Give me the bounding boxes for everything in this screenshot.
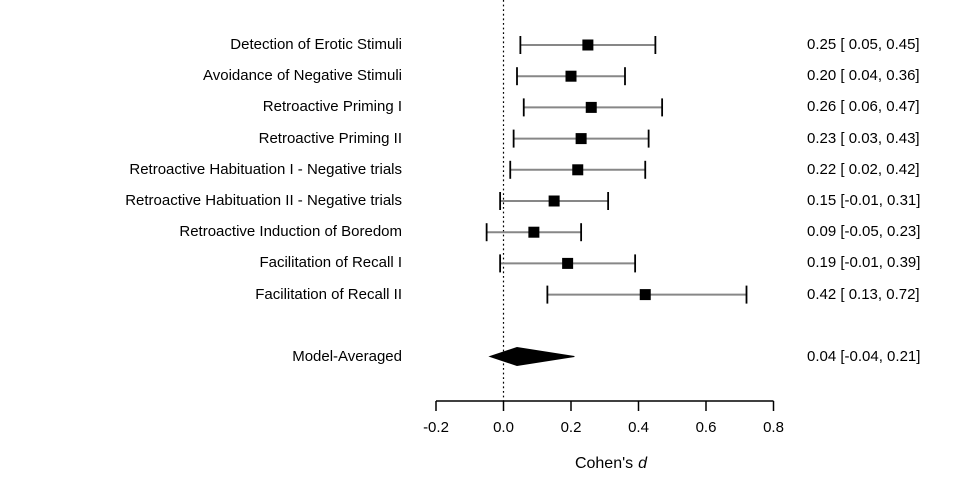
study-annotation: 0.26 [ 0.06, 0.47] [807,98,920,116]
x-axis-title-variable: d [638,455,648,472]
study-annotation: 0.15 [-0.01, 0.31] [807,192,921,209]
effect-size-marker [572,164,584,176]
x-axis-tick-label: 0.2 [560,419,582,436]
summary-label: Model-Averaged [292,347,402,365]
study-label: Avoidance of Negative Stimuli [203,67,402,85]
study-label: Detection of Erotic Stimuli [230,36,402,53]
study-annotation: 0.42 [ 0.13, 0.72] [807,285,920,303]
effect-size-marker [562,257,574,269]
study-annotation: 0.09 [-0.05, 0.23] [807,223,921,241]
study-annotation: 0.22 [ 0.02, 0.42] [807,160,920,178]
study-label: Facilitation of Recall II [255,285,402,303]
study-annotation: 0.20 [ 0.04, 0.36] [807,67,920,85]
study-label: Retroactive Induction of Boredom [179,223,402,241]
effect-size-marker [585,101,597,113]
x-axis-tick-label: 0.4 [628,419,649,436]
study-label: Retroactive Priming I [262,98,402,116]
summary-annotation: 0.04 [-0.04, 0.21] [807,347,921,365]
x-axis-tick-label: -0.2 [423,419,449,436]
x-axis-tick-label: 0.8 [763,419,784,436]
effect-size-marker [575,133,587,145]
x-axis-title-text: Cohen's [574,455,634,472]
study-annotation: 0.23 [ 0.03, 0.43] [807,129,920,147]
study-annotation: 0.25 [ 0.05, 0.45] [807,36,920,53]
x-axis-tick-label: 0.6 [695,419,717,436]
study-label: Retroactive Habituation II - Negative tr… [125,192,402,209]
study-label: Retroactive Priming II [258,129,402,147]
effect-size-marker [528,226,540,238]
study-label: Facilitation of Recall I [259,254,402,272]
effect-size-marker [639,289,651,301]
effect-size-marker [565,70,577,82]
effect-size-marker [548,195,560,207]
effect-size-marker [582,39,594,51]
x-axis-tick-label: 0.0 [493,419,514,436]
study-label: Retroactive Habituation I - Negative tri… [129,160,402,178]
x-axis-title: Cohen's d [461,454,761,474]
study-annotation: 0.19 [-0.01, 0.39] [807,254,921,272]
summary-diamond [488,346,575,367]
